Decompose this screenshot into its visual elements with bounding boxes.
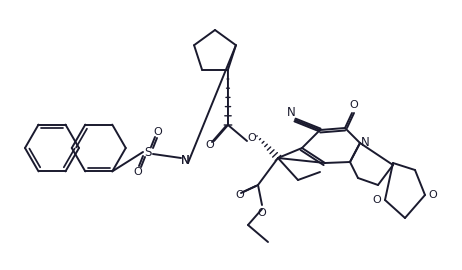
Text: O: O [248,133,256,143]
Text: N: N [181,154,189,167]
Text: O: O [350,100,359,110]
Text: N: N [286,106,295,120]
Text: N: N [361,137,370,150]
Text: S: S [144,146,152,158]
Text: O: O [236,190,244,200]
Text: N: N [181,154,189,167]
Text: O: O [134,167,142,177]
Text: O: O [206,140,214,150]
Text: O: O [154,127,162,137]
Text: O: O [429,190,438,200]
Text: O: O [373,195,381,205]
Text: O: O [258,208,267,218]
